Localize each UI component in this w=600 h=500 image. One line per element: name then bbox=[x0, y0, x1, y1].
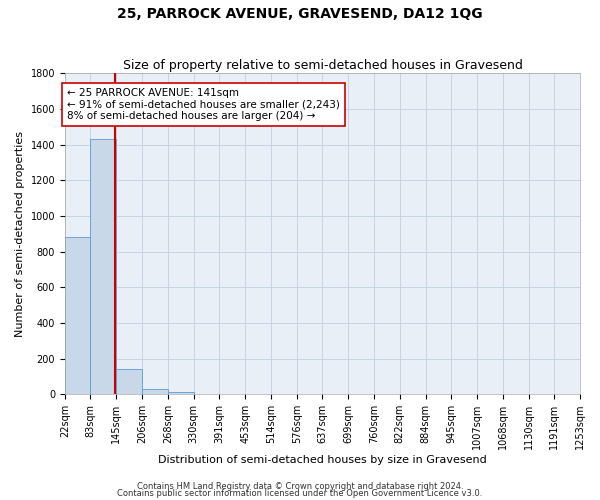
Bar bbox=[168, 392, 194, 394]
Title: Size of property relative to semi-detached houses in Gravesend: Size of property relative to semi-detach… bbox=[122, 59, 523, 72]
X-axis label: Distribution of semi-detached houses by size in Gravesend: Distribution of semi-detached houses by … bbox=[158, 455, 487, 465]
Bar bbox=[91, 139, 116, 394]
Y-axis label: Number of semi-detached properties: Number of semi-detached properties bbox=[15, 130, 25, 336]
Bar bbox=[65, 238, 91, 394]
Text: ← 25 PARROCK AVENUE: 141sqm
← 91% of semi-detached houses are smaller (2,243)
8%: ← 25 PARROCK AVENUE: 141sqm ← 91% of sem… bbox=[67, 88, 340, 121]
Text: Contains HM Land Registry data © Crown copyright and database right 2024.: Contains HM Land Registry data © Crown c… bbox=[137, 482, 463, 491]
Bar bbox=[142, 389, 168, 394]
Bar bbox=[116, 370, 142, 394]
Text: 25, PARROCK AVENUE, GRAVESEND, DA12 1QG: 25, PARROCK AVENUE, GRAVESEND, DA12 1QG bbox=[117, 8, 483, 22]
Text: Contains public sector information licensed under the Open Government Licence v3: Contains public sector information licen… bbox=[118, 489, 482, 498]
